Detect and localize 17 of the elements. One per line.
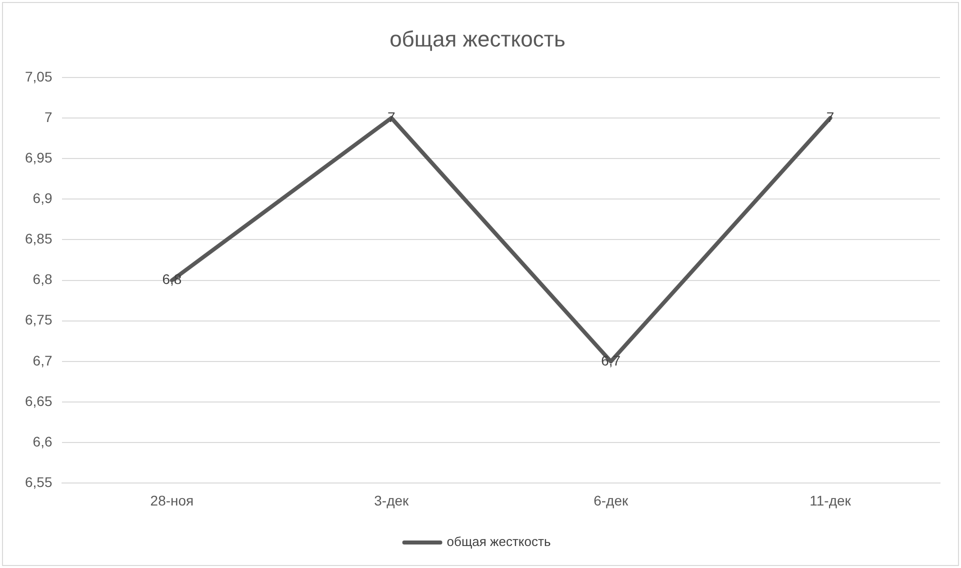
y-tick-label: 6,9 [32,190,52,206]
y-tick-label: 6,95 [25,149,52,166]
y-tick-label: 6,6 [32,433,52,450]
y-tick-label: 6,75 [25,312,52,328]
x-tick-label: 3-дек [374,492,410,508]
legend-label: общая жесткость [446,534,551,550]
y-tick-label: 7 [44,108,52,125]
chart-title: общая жесткость [390,26,566,52]
y-tick-label: 7,05 [25,68,52,84]
x-tick-label: 28-ноя [150,492,194,508]
y-tick-label: 6,55 [25,474,52,490]
y-tick-label: 6,8 [32,271,52,288]
y-tick-label: 6,85 [25,230,52,247]
y-tick-label: 6,65 [25,392,52,409]
x-tick-label: 11-дек [810,492,852,508]
y-tick-label: 6,7 [32,352,52,368]
x-tick-label: 6-дек [594,492,629,508]
